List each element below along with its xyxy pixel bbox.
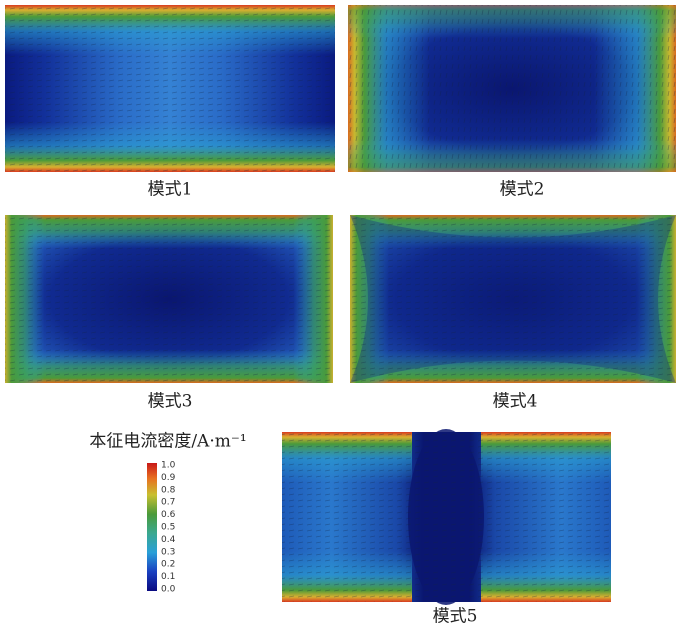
colorbar-tick-label: 0.7 <box>161 498 175 508</box>
colorbar-tick-label: 0.9 <box>161 473 176 483</box>
colorbar-tick-label: 0.4 <box>161 535 176 545</box>
panel-label: 模式1 <box>148 180 193 200</box>
colorbar-tick-label: 0.8 <box>161 485 176 495</box>
figure: 模式1 模式2 模式3 模式4 模式5 本征电流密度/A·m⁻¹ 1.0 0.9 0… <box>0 0 679 632</box>
colorbar-tick-label: 0.3 <box>161 547 175 557</box>
colorbar-ticks: 1.0 0.9 0.8 0.7 0.6 0.5 0.4 0.3 0.2 0.1 0.0 <box>161 461 176 595</box>
colorbar <box>147 463 157 591</box>
colorbar-tick-label: 0.2 <box>161 560 175 570</box>
colorbar-tick-label: 1.0 <box>161 461 176 471</box>
colorbar-tick-label: 0.5 <box>161 523 175 533</box>
panel-mode-5 <box>282 429 611 605</box>
colorbar-title: 本征电流密度/A·m⁻¹ <box>89 432 246 452</box>
colorbar-tick-label: 0.6 <box>161 510 176 520</box>
panel-label: 模式2 <box>500 180 545 200</box>
panel-mode-2 <box>348 5 676 172</box>
panel-mode-3 <box>5 215 333 383</box>
panel-label: 模式4 <box>493 392 538 412</box>
panel-mode-4 <box>350 215 676 383</box>
panel-label: 模式3 <box>148 392 193 412</box>
panel-label: 模式5 <box>433 607 478 627</box>
colorbar-tick-label: 0.0 <box>161 585 176 595</box>
colorbar-tick-label: 0.1 <box>161 572 175 582</box>
panel-mode-1 <box>5 5 335 172</box>
